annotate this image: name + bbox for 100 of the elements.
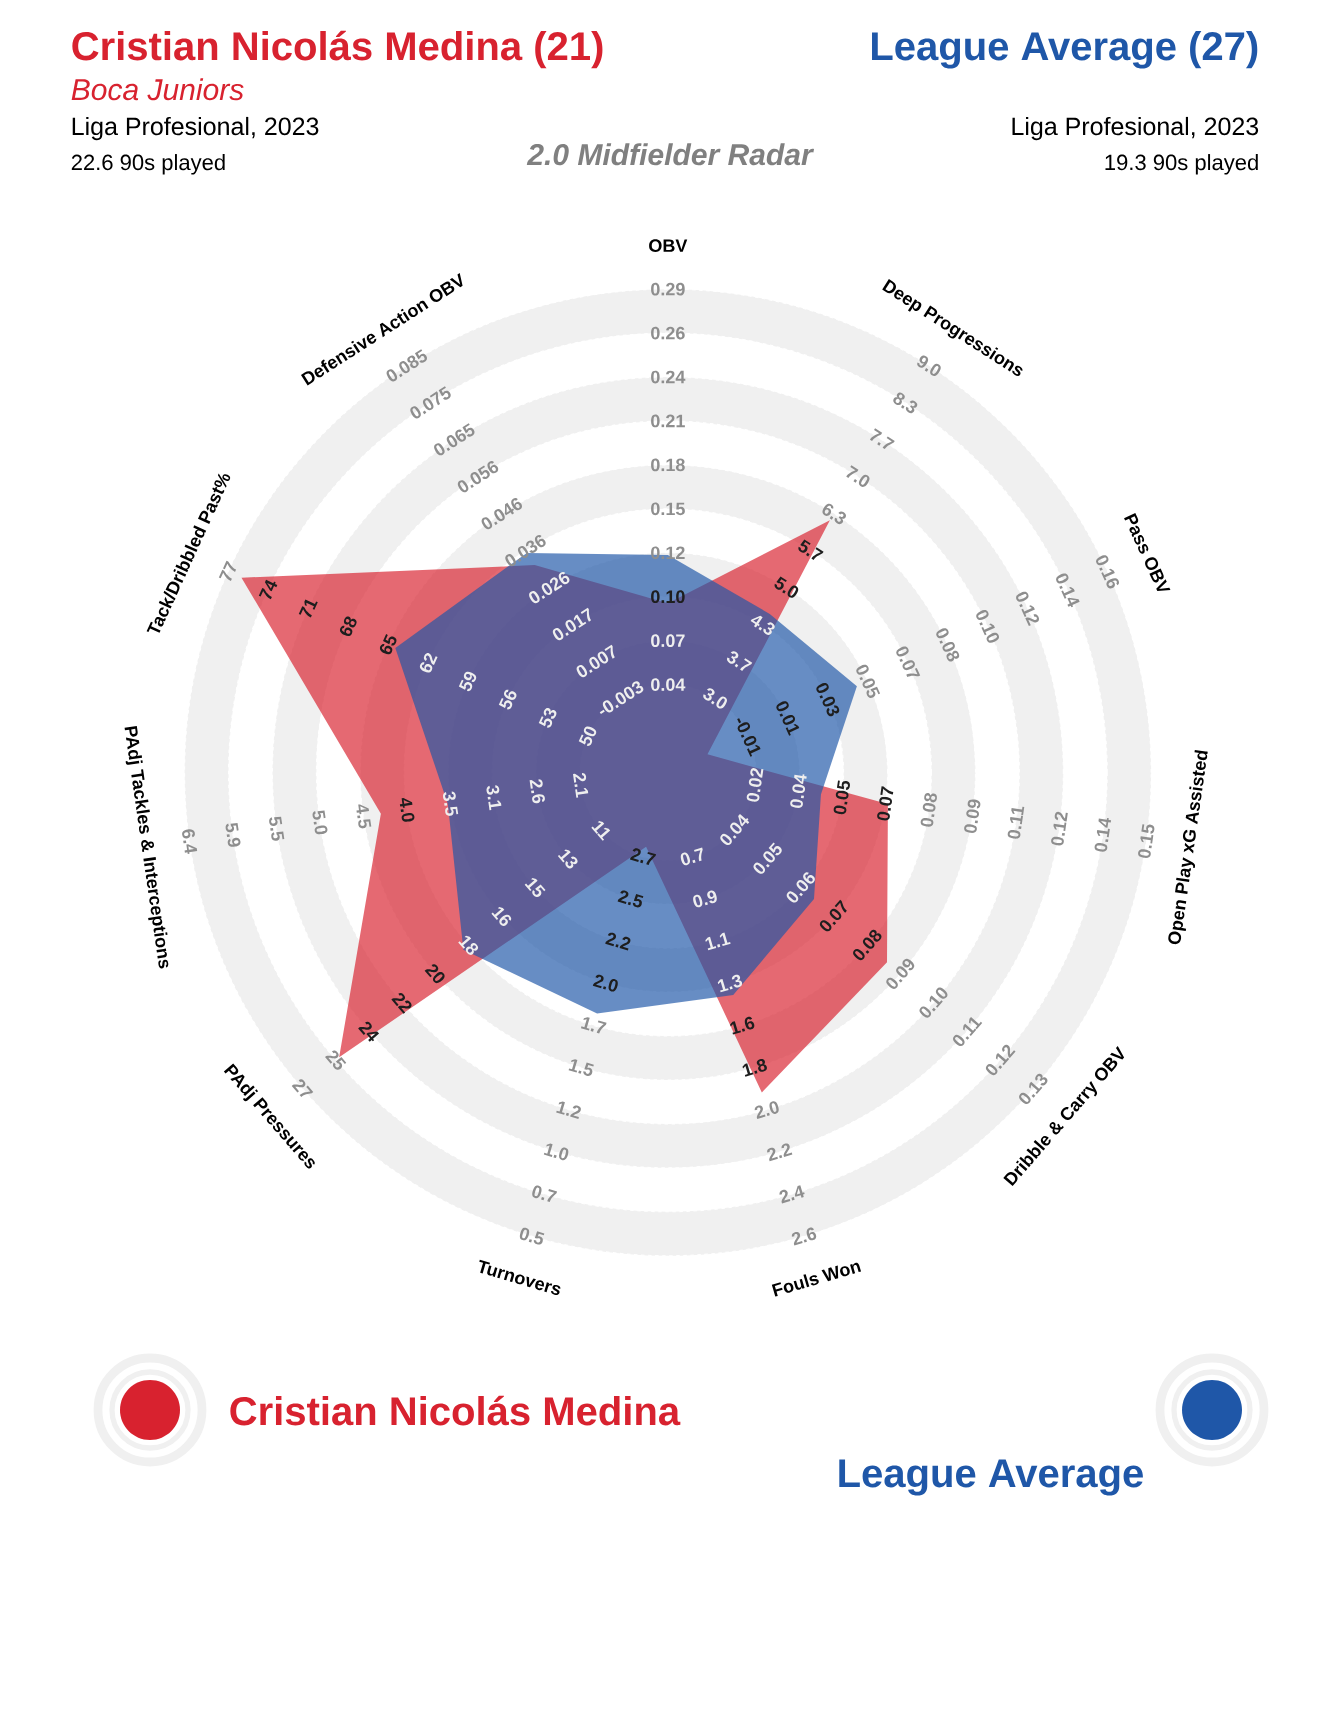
text: 3.1 [486, 785, 502, 811]
text: 65 [379, 634, 397, 655]
text: 0.7 [680, 847, 703, 866]
text: 0.9 [693, 890, 717, 908]
text: 0.05 [833, 780, 850, 815]
text: 4.0 [399, 798, 415, 822]
text: 25 [325, 1050, 347, 1070]
text: 5.7 [798, 539, 824, 560]
text: 0.09 [964, 799, 981, 834]
text: 0.05 [856, 664, 881, 698]
text: 0.10 [976, 610, 1000, 643]
text: 50 [578, 726, 597, 747]
text: 1.1 [705, 932, 731, 951]
text: 74 [258, 579, 278, 600]
text: 0.21 [651, 414, 685, 428]
text: 3.0 [703, 688, 728, 709]
text: 68 [339, 616, 357, 637]
text: Boca Juniors [71, 78, 244, 101]
text: 7.7 [869, 428, 895, 450]
text: 0.14 [1094, 818, 1112, 852]
text: 5.0 [774, 576, 799, 598]
text: 59 [458, 671, 477, 692]
text: 3.5 [442, 791, 459, 816]
text: 1.3 [717, 974, 743, 993]
text: 0.04 [790, 774, 807, 808]
text: 7.0 [846, 465, 870, 487]
text: League Average [839, 1459, 1143, 1496]
text: 5.5 [269, 816, 285, 841]
text: 0.14 [1056, 573, 1080, 608]
text: 1.7 [580, 1017, 607, 1034]
text: 2.1 [573, 772, 589, 798]
text: 0.08 [920, 792, 937, 827]
text: 0.03 [816, 683, 840, 717]
text: 0.5 [519, 1227, 545, 1245]
text: 18 [458, 935, 479, 955]
text: 0.18 [651, 458, 685, 472]
text: 2.2 [767, 1143, 793, 1162]
text: 11 [591, 821, 611, 841]
text: 0.07 [877, 786, 894, 821]
spoke-label: OBV [649, 239, 688, 253]
text: 13 [557, 849, 578, 869]
text: 6.4 [182, 829, 198, 854]
text: 0.12 [1016, 591, 1040, 627]
text: 2.4 [779, 1185, 805, 1204]
text: 0.24 [651, 370, 686, 384]
text: 4.3 [750, 615, 775, 635]
text: 2.6 [529, 779, 545, 804]
text: 0.15 [651, 502, 685, 516]
text: 0.01 [776, 701, 800, 736]
chart-title: Cristian Nicolás Medina (21) [72, 30, 603, 69]
text: 20 [424, 964, 445, 984]
text: Cristian Nicolás Medina [230, 1395, 681, 1426]
text: 0.08 [936, 628, 960, 662]
spoke-label: PAdj Tackles & Interceptions [124, 726, 169, 969]
text: 1.6 [730, 1016, 755, 1035]
text: League Average (27) [872, 30, 1258, 69]
text: 3.7 [726, 651, 753, 671]
text: 0.07 [651, 634, 685, 648]
spoke-label: Open Play xG Assisted [1168, 749, 1208, 945]
text: 56 [498, 689, 517, 710]
text: 16 [491, 906, 512, 926]
text: 62 [419, 653, 438, 673]
text: 0.11 [1007, 806, 1025, 839]
text: 2.6 [791, 1227, 817, 1246]
text: 2.7 [629, 848, 657, 865]
text: 1.2 [556, 1101, 581, 1119]
text: 0.15 [1138, 824, 1155, 858]
text: Liga Profesional, 2023 [72, 116, 319, 141]
text: 1.8 [742, 1059, 767, 1077]
text: 0.12 [1051, 811, 1068, 846]
text: Liga Profesional, 2023 [1012, 116, 1259, 141]
text: 4.5 [356, 804, 372, 829]
text: 5.9 [225, 823, 241, 847]
text: 24 [358, 1021, 380, 1042]
text: 77 [218, 560, 237, 581]
text: 6.3 [822, 503, 847, 525]
spoke-label: Pass OBV [1124, 513, 1171, 592]
text: 0.02 [746, 768, 764, 802]
text: 2.0 [592, 974, 618, 992]
text: 0.10 [651, 590, 685, 604]
text: 71 [298, 599, 318, 618]
text: 0.7 [532, 1185, 558, 1203]
text: 2.2 [605, 932, 631, 951]
spoke-label: Fouls Won [771, 1262, 862, 1297]
text: 2.0 [754, 1101, 779, 1119]
text: 53 [538, 707, 557, 728]
text: 0.11 [953, 1017, 983, 1047]
text: 1.0 [543, 1143, 569, 1161]
text: 0.29 [651, 282, 685, 296]
text: 19.3 90s played [1105, 154, 1258, 175]
text: 8.3 [893, 392, 918, 414]
text: -0.01 [737, 718, 761, 757]
text: 5.0 [312, 810, 328, 835]
text: 22 [391, 993, 412, 1014]
text: 0.16 [1096, 555, 1120, 589]
text: 27 [291, 1079, 314, 1097]
text: 15 [524, 878, 546, 898]
text: 22.6 90s played [71, 154, 225, 175]
text: 0.04 [651, 678, 686, 691]
text: 0.07 [896, 646, 921, 678]
